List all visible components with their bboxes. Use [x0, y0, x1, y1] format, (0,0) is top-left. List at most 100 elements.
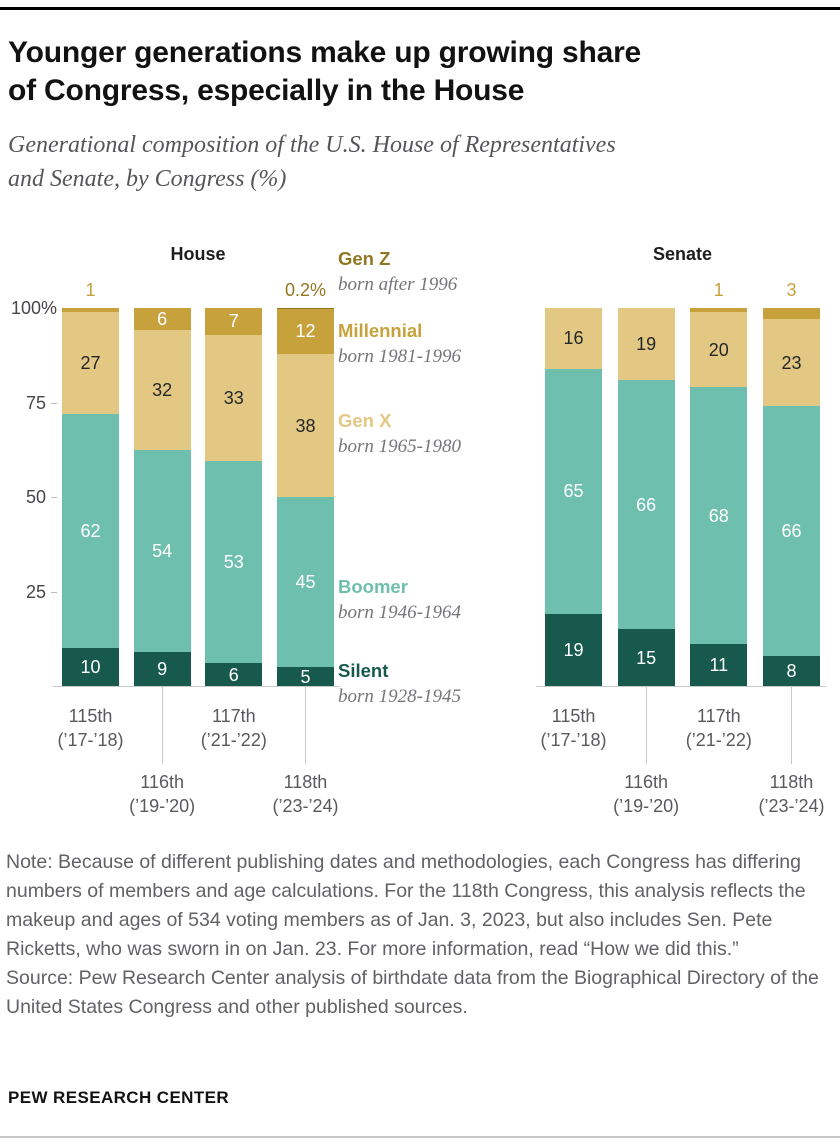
bar-segment-boomer: 66 [762, 406, 820, 656]
bar-segment-genx: 27 [62, 311, 119, 414]
x-axis-label-congress: 115th [68, 706, 113, 726]
bar-top-label: 1 [85, 280, 96, 300]
bar-segment-genz [276, 308, 334, 309]
legend-entry-silent: Silent born 1928-1945 [338, 660, 461, 708]
legend-detail: born after 1996 [338, 274, 458, 295]
x-axis-label-years: (’23-’24) [272, 796, 339, 816]
legend-name: Gen Z [338, 248, 391, 269]
bar-value-label: 38 [295, 415, 316, 436]
bar-value-label: 8 [786, 660, 797, 681]
x-axis-label: 118th (’23-’24) [272, 770, 338, 818]
bar-senate-117th: 11 68 20 1 117th (’21-’22) [686, 280, 752, 750]
bar-value-label: 16 [563, 328, 584, 349]
y-axis-tick-mark [51, 591, 57, 593]
xlabel-connector [646, 686, 648, 764]
note-text: Note: Because of different publishing da… [6, 851, 806, 960]
plot-house: 10 62 27 1 115th (’17-’18) 9 54 32 6 116th (’19-’20… [53, 280, 340, 816]
bar-house-118th: 5 45 38 12 0.2% 118th (’23-’24) [272, 280, 338, 816]
bar-segment-boomer: 62 [62, 413, 119, 649]
bar-value-label: 54 [152, 541, 173, 562]
panel-title-senate: Senate [652, 244, 713, 264]
legend-detail: born 1928-1945 [338, 686, 461, 707]
x-axis-label-years: (’19-’20) [613, 796, 680, 816]
y-axis-tick-mark [51, 402, 57, 404]
x-axis-label: 117th (’21-’22) [686, 704, 752, 752]
bar-segment-millennial: 12 [276, 308, 334, 355]
bar-value-label: 27 [80, 352, 101, 373]
bar-segment-silent: 11 [690, 644, 748, 686]
y-axis-tick: 25 [0, 581, 57, 603]
bar-segment-genx: 32 [133, 330, 191, 451]
bar-value-label: 5 [300, 666, 311, 687]
header: Younger generations make up growing shar… [8, 34, 818, 196]
bar-segment-millennial: 7 [205, 308, 263, 335]
bar-segment-genx: 33 [205, 334, 263, 461]
bar-value-label: 53 [223, 551, 244, 572]
bar-segment-boomer: 53 [205, 460, 263, 664]
bar-house-115th: 10 62 27 1 115th (’17-’18) [57, 280, 123, 750]
bar-house-117th: 6 53 33 7 117th (’21-’22) [201, 308, 267, 750]
bar-segment-genx: 19 [617, 308, 675, 380]
bar-value-label: 66 [781, 521, 802, 542]
bar-house-116th: 9 54 32 6 116th (’19-’20) [129, 308, 195, 816]
x-axis-label: 116th (’19-’20) [129, 770, 195, 818]
bar-value-label: 6 [228, 664, 239, 685]
bar-top-label: 0.2% [284, 280, 326, 300]
bar-segment-silent: 5 [276, 666, 334, 687]
legend-entry-genx: Gen X born 1965-1980 [338, 410, 461, 458]
x-axis-label-years: (’17-’18) [540, 730, 607, 750]
bar-top-label: 3 [786, 280, 797, 300]
bar-senate-118th: 8 66 23 3 118th (’23-’24) [758, 280, 824, 816]
x-axis-label-congress: 116th [140, 772, 185, 792]
bar-segment-silent: 19 [545, 614, 602, 686]
bar-segment-silent: 8 [762, 655, 820, 686]
x-axis-label-years: (’19-’20) [129, 796, 196, 816]
bar-segment-silent: 10 [62, 648, 119, 686]
xlabel-connector [791, 686, 793, 764]
bottom-rule [0, 1136, 840, 1138]
y-axis-tick-label: 50 [25, 486, 46, 507]
xlabel-connector [162, 686, 164, 764]
legend-name: Gen X [338, 410, 392, 431]
brand-footer: PEW RESEARCH CENTER [8, 1088, 230, 1107]
x-axis-label: 117th (’21-’22) [201, 704, 267, 752]
subtitle-line-2: and Senate, by Congress (%) [8, 166, 287, 192]
panel-title-house: House [170, 244, 226, 264]
bar-value-label: 9 [157, 659, 168, 680]
x-axis-label: 115th (’17-’18) [57, 704, 123, 752]
x-axis-label-congress: 117th [211, 706, 256, 726]
bar-senate-115th: 19 65 16 115th (’17-’18) [540, 308, 607, 750]
bar-segment-boomer: 68 [690, 387, 748, 645]
bar-senate-116th: 15 66 19 116th (’19-’20) [613, 308, 679, 816]
legend-entry-genz: Gen Z born after 1996 [338, 248, 457, 296]
bar-segment-silent: 15 [617, 629, 675, 686]
bar-value-label: 19 [563, 640, 584, 661]
bar-value-label: 66 [636, 494, 657, 515]
legend-detail: born 1981-1996 [338, 346, 461, 367]
bar-value-label: 10 [80, 657, 101, 678]
y-axis-tick-label: 75 [25, 392, 46, 413]
legend-name: Boomer [338, 576, 408, 597]
x-axis-label-years: (’21-’22) [200, 730, 267, 750]
bar-segment-genx: 16 [545, 308, 602, 369]
bar-segment-millennial [762, 308, 820, 320]
page-title-line-2: of Congress, especially in the House [8, 74, 525, 107]
bar-value-label: 15 [636, 647, 657, 668]
y-axis-tick: 75 [0, 392, 57, 414]
bar-segment-millennial: 6 [133, 308, 191, 331]
plot-senate: 19 65 16 115th (’17-’18) 15 66 19 116th (’19-’20)… [536, 280, 826, 816]
bar-value-label: 45 [295, 572, 316, 593]
bar-value-label: 68 [708, 505, 729, 526]
x-axis-label-congress: 118th [283, 772, 328, 792]
bar-top-label: 1 [713, 280, 724, 300]
x-axis-label-years: (’17-’18) [57, 730, 124, 750]
x-axis-label: 116th (’19-’20) [613, 770, 679, 818]
x-axis-label-congress: 118th [769, 772, 814, 792]
bar-segment-millennial [690, 308, 748, 312]
legend-detail: born 1965-1980 [338, 436, 461, 457]
xlabel-connector [305, 686, 307, 764]
bar-value-label: 65 [563, 481, 584, 502]
y-axis-tick-mark [51, 496, 57, 498]
legend-detail: born 1946-1964 [338, 602, 461, 623]
